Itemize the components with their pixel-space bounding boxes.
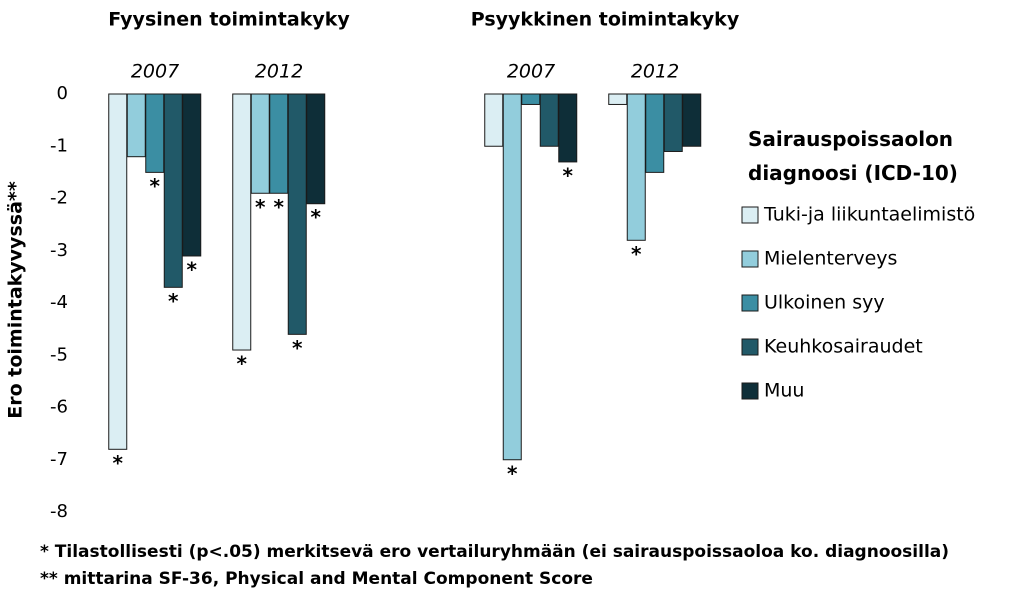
- y-tick-label: -3: [50, 240, 68, 261]
- group-title: Fyysinen toimintakyky: [108, 9, 350, 31]
- bar: [182, 93, 202, 257]
- bar: [145, 93, 165, 173]
- bar: [521, 93, 541, 105]
- y-tick-label: -6: [50, 397, 68, 418]
- significance-label: *: [563, 163, 574, 187]
- x-category-label: 2007: [131, 61, 179, 83]
- footnote: ** mittarina SF-36, Physical and Mental …: [40, 569, 593, 589]
- group-title: Psyykkinen toimintakyky: [471, 9, 740, 31]
- y-tick-label: -2: [50, 188, 68, 209]
- bar: [287, 93, 307, 335]
- significance-label: *: [187, 257, 198, 281]
- bar: [484, 93, 504, 147]
- legend-swatch: [741, 338, 759, 356]
- footnote: * Tilastollisesti (p<.05) merkitsevä ero…: [40, 542, 949, 562]
- bar: [539, 93, 559, 147]
- significance-label: *: [274, 195, 285, 219]
- legend-label: Keuhkosairaudet: [764, 336, 923, 358]
- y-tick-label: -4: [50, 292, 68, 313]
- significance-label: *: [631, 242, 642, 266]
- significance-label: *: [255, 195, 266, 219]
- significance-label: *: [113, 451, 124, 475]
- legend-title: Sairauspoissaolon diagnoosi (ICD-10): [748, 127, 958, 185]
- bar: [163, 93, 183, 288]
- legend-label: Mielenterveys: [764, 248, 897, 270]
- y-tick-label: -7: [50, 449, 68, 470]
- significance-label: *: [237, 352, 248, 376]
- significance-label: *: [168, 289, 179, 313]
- legend-label: Muu: [764, 380, 804, 402]
- y-tick-label: 0: [57, 83, 68, 104]
- bar: [232, 93, 252, 351]
- legend-swatch: [741, 206, 759, 224]
- y-axis-title: Ero toimintakyvyssä**: [5, 181, 27, 419]
- significance-label: *: [311, 205, 322, 229]
- bar: [626, 93, 646, 241]
- bar: [608, 93, 628, 105]
- legend-label: Ulkoinen syy: [764, 292, 885, 314]
- legend-swatch: [741, 294, 759, 312]
- significance-label: *: [507, 461, 518, 485]
- legend-label: Tuki-ja liikuntaelimistö: [763, 204, 975, 226]
- bar: [108, 93, 128, 450]
- legend-swatch: [741, 382, 759, 400]
- bar: [682, 93, 702, 147]
- y-tick-label: -1: [50, 135, 68, 156]
- bar: [250, 93, 270, 194]
- legend-swatch: [741, 250, 759, 268]
- bar: [558, 93, 578, 163]
- y-tick-label: -5: [50, 344, 68, 365]
- significance-label: *: [292, 336, 303, 360]
- x-category-label: 2012: [255, 61, 303, 83]
- bar: [502, 93, 522, 461]
- y-tick-label: -8: [50, 501, 68, 522]
- bar: [663, 93, 683, 152]
- significance-label: *: [150, 174, 161, 198]
- x-category-label: 2007: [507, 61, 555, 83]
- bar: [126, 93, 146, 158]
- x-category-label: 2012: [631, 61, 679, 83]
- bar: [306, 93, 326, 205]
- bar: [269, 93, 289, 194]
- bar: [645, 93, 665, 173]
